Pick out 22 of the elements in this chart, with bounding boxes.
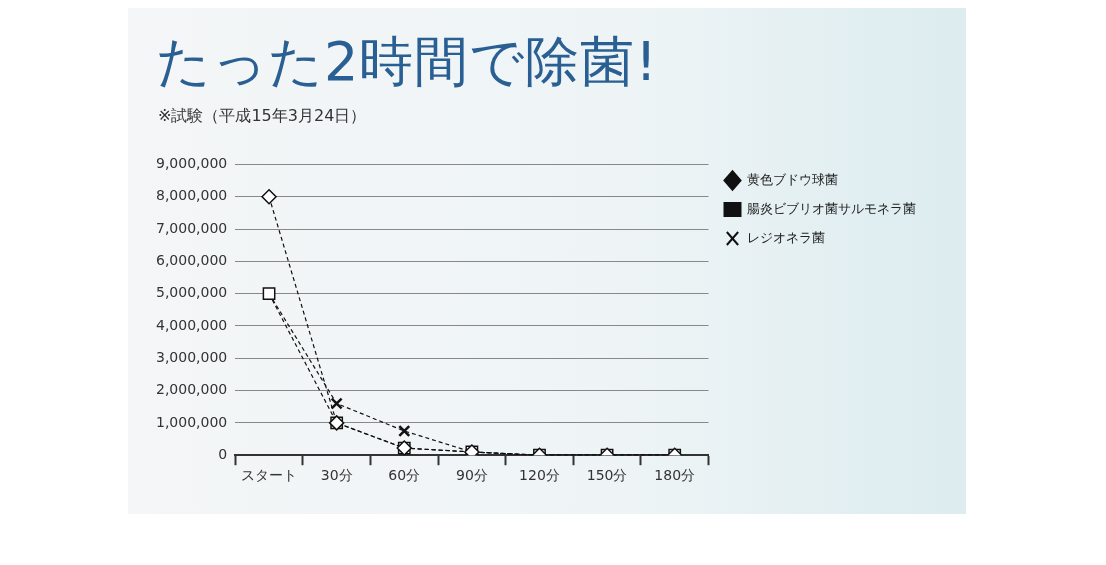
y-tick-label: 8,000,000 [155,187,228,204]
x-tick-label: 60分 [388,467,421,484]
chart-subtitle: ※試験（平成15年3月24日） [158,106,367,127]
x-tick-label: 150分 [586,467,628,484]
legend-label: レジオネラ菌 [747,229,825,245]
legend-label: 腸炎ビブリオ菌サルモネラ菌 [747,200,916,216]
y-tick-label: 9,000,000 [155,155,228,172]
chart-title: たった2時間で除菌! [156,29,659,95]
y-tick-label: 5,000,000 [155,284,228,301]
y-tick-label: 6,000,000 [155,251,228,268]
y-tick-label: 0 [218,445,228,462]
x-tick-label: 90分 [455,467,488,484]
x-tick-label: 180分 [654,467,696,484]
x-tick-label: スタート [241,467,298,484]
y-tick-label: 4,000,000 [155,316,228,333]
y-tick-label: 1,000,000 [155,413,228,430]
x-tick-label: 30分 [320,467,353,484]
y-tick-label: 3,000,000 [155,348,228,365]
y-tick-label: 7,000,000 [155,219,228,236]
legend-label: 黄色ブドウ球菌 [747,171,838,187]
x-tick-label: 120分 [519,467,560,484]
y-tick-label: 2,000,000 [155,381,228,398]
